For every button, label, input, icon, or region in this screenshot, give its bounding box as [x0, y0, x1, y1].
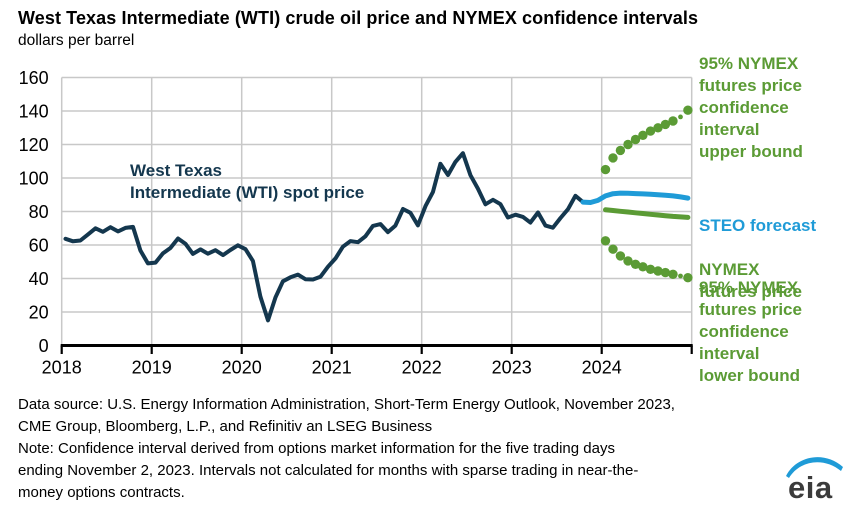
ci-upper-bound-label: 95% NYMEX futures price confidence inter…	[699, 54, 803, 161]
svg-text:0: 0	[39, 336, 49, 356]
svg-text:2022: 2022	[402, 358, 442, 378]
svg-text:140: 140	[19, 102, 49, 122]
svg-text:20: 20	[29, 303, 49, 323]
svg-text:2020: 2020	[222, 358, 262, 378]
svg-text:100: 100	[19, 169, 49, 189]
data-source-line-1: Data source: U.S. Energy Information Adm…	[18, 396, 675, 413]
steo-forecast-label: STEO forecast	[699, 216, 817, 235]
eia-logo: eia	[784, 452, 846, 508]
svg-text:120: 120	[19, 135, 49, 155]
forecast-labels: STEO forecast NYMEX futures price	[699, 193, 859, 325]
note-line-1: Note: Confidence interval derived from o…	[18, 440, 615, 457]
svg-text:2021: 2021	[312, 358, 352, 378]
ci-lower-bound-label: 95% NYMEX futures price confidence inter…	[699, 278, 802, 385]
nymex-futures-label: NYMEX futures price	[699, 260, 802, 301]
svg-text:2024: 2024	[582, 358, 622, 378]
svg-text:80: 80	[29, 202, 49, 222]
svg-text:160: 160	[19, 68, 49, 88]
svg-text:2018: 2018	[42, 358, 82, 378]
svg-text:60: 60	[29, 236, 49, 256]
eia-logo-swoosh-icon	[786, 457, 843, 478]
chart-title: West Texas Intermediate (WTI) crude oil …	[18, 8, 699, 28]
note-line-2: ending November 2, 2023. Intervals not c…	[18, 462, 639, 479]
svg-text:40: 40	[29, 269, 49, 289]
svg-text:2019: 2019	[132, 358, 172, 378]
footer-notes: Data source: U.S. Energy Information Adm…	[18, 394, 675, 504]
eia-logo-text: eia	[788, 470, 833, 505]
svg-text:2023: 2023	[492, 358, 532, 378]
chart-units-subtitle: dollars per barrel	[18, 32, 135, 49]
spot-price-series-label: West Texas Intermediate (WTI) spot price	[130, 161, 365, 202]
note-line-3: money options contracts.	[18, 484, 185, 501]
data-source-line-2: CME Group, Bloomberg, L.P., and Refiniti…	[18, 418, 433, 435]
